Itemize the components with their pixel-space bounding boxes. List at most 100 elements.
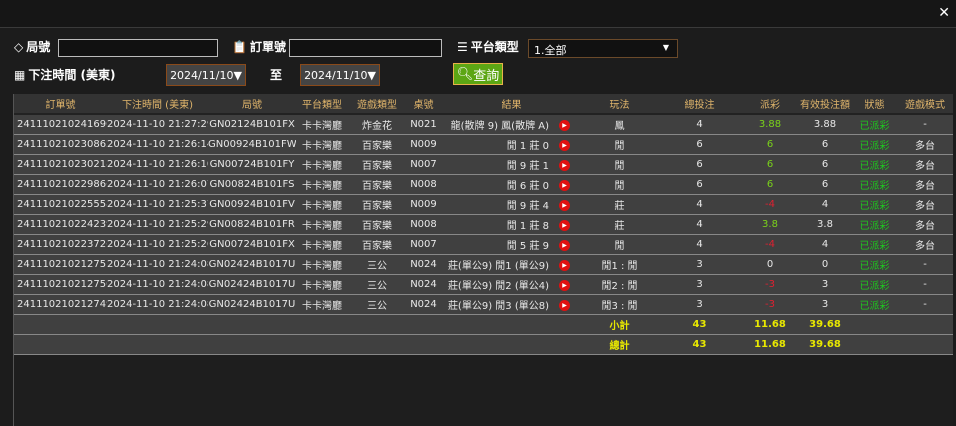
play-replay-icon[interactable]: ▶ — [559, 260, 570, 271]
cell-value: 鳳 — [614, 120, 625, 132]
cell-value: 百家樂 — [362, 200, 392, 212]
order-label: 📋 訂單號 — [232, 39, 286, 55]
cell: 6 — [657, 174, 742, 195]
cell-value: 2024-11-10 21:25:29 — [107, 218, 208, 230]
close-icon[interactable]: ✕ — [938, 5, 950, 21]
cell: - — [897, 254, 953, 275]
cell: 6 — [657, 154, 742, 175]
cell: 3.88 — [798, 114, 852, 135]
cell-value: 2024-11-10 21:24:08 — [107, 278, 208, 290]
cell: 39.68 — [798, 334, 852, 355]
cell-value: 6 — [821, 158, 829, 170]
cell-value: 卡卡灣廳 — [302, 260, 342, 272]
cell: 3 — [798, 294, 852, 315]
cell-value: 241110210241690 — [17, 118, 107, 130]
cell: 閒3 : 閒 — [582, 294, 657, 315]
cell: GN02424B1017U — [208, 254, 296, 275]
cell-value: 多台 — [915, 240, 935, 252]
cell: 百家樂 — [348, 214, 406, 235]
cell — [107, 334, 208, 355]
order-input[interactable] — [289, 39, 442, 57]
cell — [852, 334, 897, 355]
cell: 3.8 — [742, 214, 798, 235]
cell-value: 6 — [821, 178, 829, 190]
round-input[interactable] — [58, 39, 218, 57]
cell-value: 已派彩 — [859, 200, 890, 212]
platform-select[interactable]: 1.全部 ▼ — [528, 39, 678, 58]
round-label: ◇ 局號 — [14, 39, 51, 55]
bet-record-table: 訂單號 下注時間 (美東) 局號 平台類型 遊戲類型 桌號 結果 玩法 總投注 派彩 有效投注額 狀態… — [13, 94, 953, 426]
cell: 三公 — [348, 274, 406, 295]
play-replay-icon[interactable]: ▶ — [559, 200, 570, 211]
cell: 2024-11-10 21:25:26 — [107, 234, 208, 255]
table-row: 241110210229866 2024-11-10 21:26:07 GN0082… — [14, 174, 953, 195]
cell-value: N024 — [410, 278, 437, 290]
column-header: 有效投注額 — [798, 94, 852, 115]
cell-value: 241110210212749 — [17, 298, 107, 310]
cell-value: 0 — [821, 258, 829, 270]
cell: 卡卡灣廳 — [296, 274, 348, 295]
cell-value: 閒 1 莊 0 — [506, 140, 549, 152]
cell: N009 — [406, 134, 441, 155]
date-to-select[interactable]: 2024/11/10▼ — [300, 64, 380, 86]
cell: 閒 1 莊 8 ▶ — [441, 214, 582, 235]
list-icon: ☰ — [457, 39, 468, 54]
play-replay-icon[interactable]: ▶ — [559, 160, 570, 171]
cell-value: - — [923, 258, 927, 270]
cell: 莊(單公9) 閒1 (單公9) ▶ — [441, 254, 582, 275]
cell-value: 241110210223726 — [17, 238, 107, 250]
cell: 241110210224239 — [14, 214, 107, 235]
play-replay-icon[interactable]: ▶ — [559, 280, 570, 291]
cell: 總計 — [582, 334, 657, 355]
cell: 3 — [657, 254, 742, 275]
cell: 6 — [798, 134, 852, 155]
cell — [406, 314, 441, 335]
cell: 2024-11-10 21:25:37 — [107, 194, 208, 215]
date-from-select[interactable]: 2024/11/10▼ — [166, 64, 246, 86]
cell — [441, 314, 582, 335]
cell-value: 2024-11-10 21:26:10 — [107, 158, 208, 170]
query-button[interactable]: 🔍︎ 查詢 — [453, 63, 503, 85]
cell: 已派彩 — [852, 174, 897, 195]
total-row: 總計 43 11.68 39.68 — [14, 334, 953, 355]
cell-value: 6 — [696, 178, 703, 190]
cell: 已派彩 — [852, 134, 897, 155]
cell-value: 多台 — [915, 140, 935, 152]
cell: GN00724B101FY — [208, 154, 296, 175]
cell: 43 — [657, 314, 742, 335]
cell: GN02124B101FX — [208, 114, 296, 135]
column-header: 局號 — [208, 94, 296, 115]
cell-value: 閒2 : 閒 — [601, 280, 638, 292]
cell-value: 3.88 — [813, 118, 837, 130]
cell-value: 卡卡灣廳 — [302, 180, 342, 192]
table-row: 241110210212750 2024-11-10 21:24:08 GN0242… — [14, 274, 953, 295]
play-replay-icon[interactable]: ▶ — [559, 180, 570, 191]
play-replay-icon[interactable]: ▶ — [559, 300, 570, 311]
play-replay-icon[interactable]: ▶ — [559, 120, 570, 132]
cell-value: N007 — [410, 238, 437, 250]
cell: 2024-11-10 21:25:29 — [107, 214, 208, 235]
cell: 已派彩 — [852, 254, 897, 275]
play-replay-icon[interactable]: ▶ — [559, 140, 570, 151]
cell: 三公 — [348, 294, 406, 315]
subtotal-label: 小計 — [609, 320, 630, 332]
cell: 6 — [742, 154, 798, 175]
table-header: 訂單號 下注時間 (美東) 局號 平台類型 遊戲類型 桌號 結果 玩法 總投注 派彩 有效投注額 狀態… — [14, 94, 953, 115]
play-replay-icon[interactable]: ▶ — [559, 240, 570, 251]
total-label: 總計 — [609, 340, 630, 352]
total-valid: 39.68 — [809, 338, 841, 350]
column-header: 訂單號 — [14, 94, 107, 115]
cell-value: 3.88 — [758, 118, 782, 130]
cell: GN02424B1017U — [208, 274, 296, 295]
cell: 卡卡灣廳 — [296, 214, 348, 235]
table-row: 241110210230862 2024-11-10 21:26:14 GN0092… — [14, 134, 953, 155]
time-label: ▦ 下注時間 (美東) — [14, 67, 116, 83]
cell-value: 閒3 : 閒 — [601, 300, 638, 312]
cell: 2024-11-10 21:24:08 — [107, 294, 208, 315]
cell: 已派彩 — [852, 294, 897, 315]
play-replay-icon[interactable]: ▶ — [559, 220, 570, 231]
cell: 4 — [657, 234, 742, 255]
cell-value: N008 — [410, 178, 437, 190]
cell: 閒2 : 閒 — [582, 274, 657, 295]
cell: 卡卡灣廳 — [296, 134, 348, 155]
